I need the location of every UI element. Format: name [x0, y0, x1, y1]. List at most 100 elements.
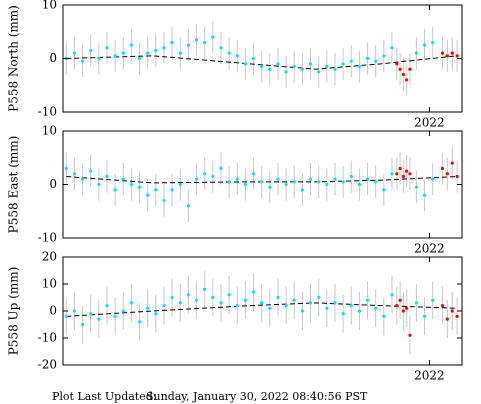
- point: [398, 67, 402, 71]
- point: [251, 290, 256, 294]
- point: [455, 54, 459, 58]
- point: [431, 298, 435, 302]
- point: [105, 46, 109, 50]
- y-tick-label: 0: [49, 177, 57, 191]
- point: [401, 309, 405, 313]
- point: [349, 59, 353, 63]
- point: [395, 172, 399, 176]
- y-axis-label: P558 Up (mm): [7, 267, 21, 356]
- point: [113, 54, 117, 58]
- point: [422, 43, 427, 47]
- point: [113, 188, 117, 192]
- point: [440, 51, 445, 55]
- point: [194, 38, 199, 42]
- point: [260, 180, 264, 184]
- point: [186, 43, 190, 47]
- point: [89, 48, 93, 53]
- point: [219, 166, 223, 171]
- point: [129, 301, 133, 305]
- plot-frame: [62, 130, 463, 239]
- point: [64, 166, 68, 171]
- point: [243, 62, 247, 66]
- point: [374, 180, 378, 184]
- point: [243, 298, 247, 302]
- point: [178, 301, 182, 305]
- point: [227, 51, 231, 55]
- point: [203, 40, 207, 45]
- point: [227, 180, 231, 184]
- trend-line: [66, 55, 458, 70]
- point: [365, 56, 370, 61]
- point: [405, 306, 409, 310]
- point: [80, 177, 85, 181]
- point: [219, 46, 223, 50]
- point: [349, 174, 353, 179]
- point: [170, 188, 174, 192]
- point: [365, 177, 370, 181]
- point: [146, 306, 150, 310]
- point: [341, 180, 345, 184]
- x-tick-label: 2022: [414, 369, 445, 383]
- point: [440, 304, 445, 308]
- point: [251, 172, 256, 176]
- point: [445, 54, 449, 58]
- point: [162, 304, 166, 308]
- point: [72, 172, 76, 176]
- point: [300, 67, 304, 71]
- point: [268, 67, 272, 71]
- point: [450, 51, 454, 55]
- plot-frame: [62, 256, 463, 366]
- point: [276, 62, 280, 66]
- point: [64, 314, 68, 318]
- point: [235, 304, 239, 308]
- point: [97, 56, 101, 61]
- trend-line: [66, 302, 458, 317]
- point: [357, 309, 361, 313]
- point: [203, 287, 207, 291]
- point: [455, 314, 459, 318]
- point: [235, 177, 239, 181]
- point: [390, 293, 394, 297]
- point: [211, 174, 215, 179]
- point: [105, 304, 109, 308]
- point: [121, 309, 125, 313]
- point: [398, 298, 402, 302]
- point: [105, 174, 109, 179]
- point: [284, 182, 288, 187]
- point: [97, 182, 101, 187]
- point: [80, 322, 85, 327]
- point: [390, 172, 394, 176]
- point: [450, 309, 454, 313]
- point: [317, 70, 321, 74]
- point: [154, 312, 158, 316]
- point: [408, 67, 412, 71]
- point: [414, 185, 418, 189]
- point: [276, 295, 280, 300]
- point: [113, 314, 117, 318]
- point: [395, 62, 399, 66]
- point: [445, 172, 449, 176]
- point: [414, 51, 418, 55]
- point: [325, 182, 329, 187]
- point: [284, 70, 288, 74]
- point: [398, 166, 402, 171]
- point: [440, 166, 445, 171]
- y-tick-label: 10: [42, 0, 57, 12]
- y-tick-label: 0: [49, 51, 57, 65]
- point: [121, 51, 125, 55]
- y-tick-label: 0: [49, 304, 57, 318]
- point: [292, 180, 296, 184]
- point: [374, 59, 378, 63]
- point: [292, 298, 296, 302]
- point: [162, 46, 166, 50]
- point: [325, 64, 329, 69]
- point: [450, 161, 454, 165]
- point: [308, 301, 313, 305]
- point: [317, 180, 321, 184]
- point: [445, 317, 449, 321]
- point: [129, 182, 133, 187]
- point: [97, 317, 101, 321]
- point: [455, 174, 459, 179]
- plot-frame: [62, 4, 463, 113]
